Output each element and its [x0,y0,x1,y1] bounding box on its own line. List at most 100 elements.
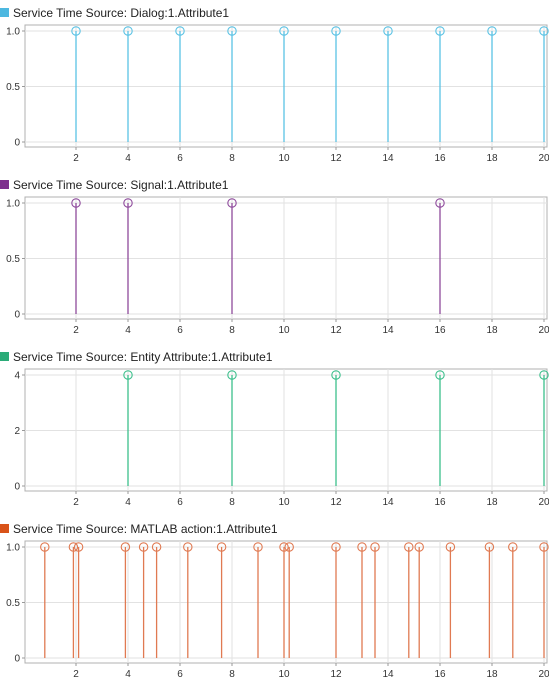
x-tick-label: 14 [382,497,394,508]
legend-swatch [0,524,9,533]
stem-marker [445,542,456,552]
stem-marker [284,542,294,552]
chart-title: Service Time Source: Dialog:1.Attribute1 [13,6,229,20]
x-tick-label: 12 [330,497,342,508]
stem-marker [508,542,518,552]
y-tick-label: 0 [14,310,20,321]
x-tick-label: 14 [382,325,394,336]
x-tick-label: 16 [434,325,446,336]
y-tick-label: 0 [14,482,20,493]
chart-title: Service Time Source: Signal:1.Attribute1 [13,178,229,192]
x-tick-label: 2 [73,325,79,336]
x-tick-label: 18 [486,669,498,679]
stem-marker [279,26,289,36]
x-tick-label: 8 [229,153,235,164]
stem-marker [357,542,367,552]
stem-marker [435,370,445,380]
x-tick-label: 8 [229,325,235,336]
x-tick-label: 4 [125,497,131,508]
y-tick-label: 0.5 [6,82,20,93]
stem-marker [227,26,237,36]
y-tick-label: 2 [14,426,20,437]
x-tick-label: 18 [486,325,498,336]
x-tick-label: 20 [538,669,549,679]
stem-marker [383,26,393,36]
chart-title: Service Time Source: Entity Attribute:1.… [13,350,273,364]
stem-marker [331,370,341,380]
x-tick-label: 12 [330,669,342,679]
x-tick-label: 18 [486,153,498,164]
y-tick-label: 1.0 [6,27,20,38]
chart-panel-4: Service Time Source: MATLAB action:1.Att… [0,522,549,679]
x-tick-label: 2 [73,497,79,508]
y-tick-label: 1.0 [6,199,20,210]
y-tick-label: 1.0 [6,543,20,554]
stem-marker [71,198,81,208]
x-tick-label: 18 [486,497,498,508]
legend-swatch [0,352,9,361]
chart-panel-1: Service Time Source: Dialog:1.Attribute1… [0,6,549,164]
x-tick-label: 20 [538,325,549,336]
y-tick-label: 4 [14,371,20,382]
x-tick-label: 10 [278,325,290,336]
x-tick-label: 4 [125,153,131,164]
x-tick-label: 2 [73,669,79,679]
x-tick-label: 12 [330,325,342,336]
x-tick-label: 16 [434,153,446,164]
stem-marker [484,542,495,552]
stem-marker [435,198,445,208]
stem-marker [435,26,445,36]
x-tick-label: 4 [125,325,131,336]
stem-marker [279,542,289,552]
x-tick-label: 4 [125,669,131,679]
stem-marker [40,542,50,552]
stem-marker [216,542,227,552]
chart-panel-2: Service Time Source: Signal:1.Attribute1… [0,178,549,336]
x-tick-label: 6 [177,497,183,508]
legend-swatch [0,8,9,17]
stem-marker [370,542,380,552]
y-tick-label: 0.5 [6,598,20,609]
legend-swatch [0,180,9,189]
stem-marker [539,26,549,36]
stem-marker [539,370,549,380]
stem-marker [68,542,79,552]
x-tick-label: 6 [177,669,183,679]
stem-marker [123,26,133,36]
y-tick-label: 0 [14,654,20,665]
stem-marker [487,26,497,36]
chart-panel-3: Service Time Source: Entity Attribute:1.… [0,350,549,508]
x-tick-label: 14 [382,669,394,679]
x-tick-label: 10 [278,497,290,508]
y-tick-label: 0 [14,138,20,149]
x-tick-label: 6 [177,325,183,336]
stem-marker [253,542,263,552]
stem-marker [539,542,549,552]
x-tick-label: 6 [177,153,183,164]
stem-marker [123,198,133,208]
chart-title: Service Time Source: MATLAB action:1.Att… [13,522,278,536]
stem-marker [227,198,237,208]
stem-marker [73,542,84,552]
stem-marker [331,542,341,552]
stem-marker [120,542,131,552]
x-tick-label: 14 [382,153,394,164]
x-tick-label: 20 [538,497,549,508]
stem-marker [331,26,341,36]
x-tick-label: 20 [538,153,549,164]
stem-marker [414,542,424,552]
stem-marker [151,542,162,552]
stem-marker [71,26,81,36]
x-tick-label: 12 [330,153,342,164]
x-tick-label: 2 [73,153,79,164]
stem-marker [227,370,237,380]
x-tick-label: 16 [434,669,446,679]
x-tick-label: 10 [278,669,290,679]
stem-marker [123,370,133,380]
stem-marker [138,542,149,552]
stem-marker [175,26,185,36]
stem-marker [183,542,193,552]
x-tick-label: 10 [278,153,290,164]
